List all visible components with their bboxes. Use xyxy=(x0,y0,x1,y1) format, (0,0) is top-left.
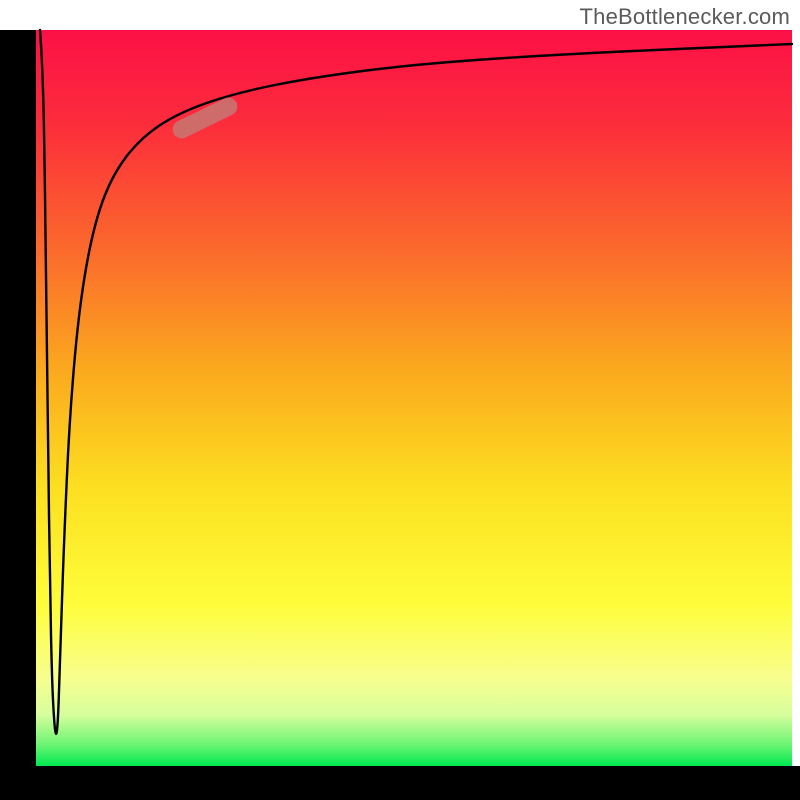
gradient-background xyxy=(36,30,792,766)
watermark-text: TheBottlenecker.com xyxy=(580,4,790,30)
x-axis-border xyxy=(0,766,800,800)
chart-root: { "canvas": { "width": 800, "height": 80… xyxy=(0,0,800,800)
chart-canvas xyxy=(0,0,800,800)
y-axis-border xyxy=(0,30,36,800)
